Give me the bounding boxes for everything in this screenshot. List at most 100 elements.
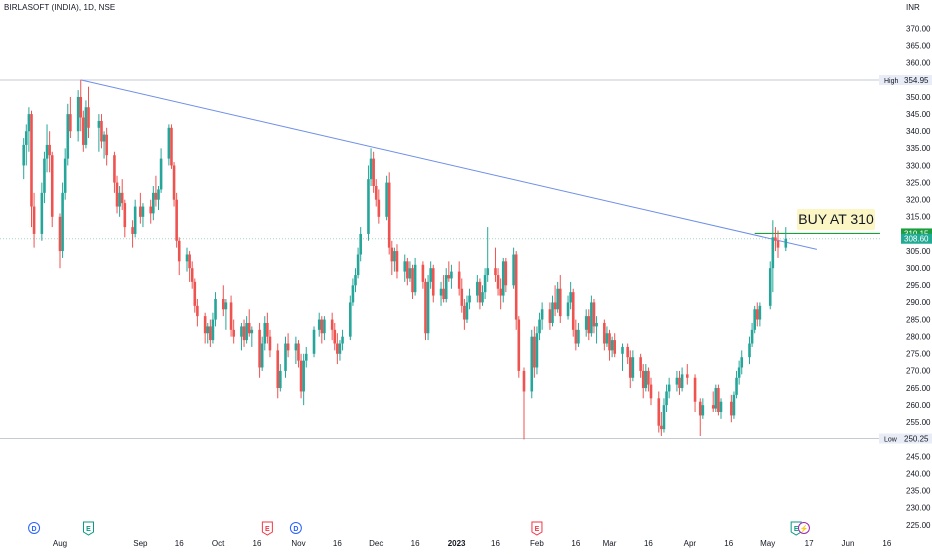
price-tick-label: 315.00 xyxy=(906,213,931,222)
candle xyxy=(431,264,435,303)
candle xyxy=(240,322,243,351)
candle-body xyxy=(302,360,305,392)
time-tick-label: 16 xyxy=(411,539,420,548)
event-marker-split[interactable]: ⚡ xyxy=(797,522,810,534)
candle-body xyxy=(577,329,580,344)
candle-body xyxy=(211,319,215,341)
time-axis[interactable]: Aug Sep 16 Oct 16 Nov 16 Dec 16 2023 16 Feb 16 Mar 16 A… xyxy=(53,539,892,548)
price-tick-label: 335.00 xyxy=(906,144,931,153)
candle-body xyxy=(48,144,51,156)
candle xyxy=(268,329,272,358)
event-marker-shape xyxy=(83,521,95,536)
candle xyxy=(120,179,124,210)
candle-body xyxy=(45,144,49,159)
price-tick-label: 230.00 xyxy=(906,504,931,513)
candle xyxy=(30,110,33,228)
price-tick-label: 290.00 xyxy=(906,298,931,307)
candle-body xyxy=(771,237,775,269)
candle-body xyxy=(123,203,127,228)
event-marker-earnings[interactable]: E xyxy=(261,521,273,536)
candle xyxy=(40,182,44,241)
candle-body xyxy=(351,285,355,303)
event-marker-earnings[interactable]: E xyxy=(531,521,543,536)
candle xyxy=(123,199,127,238)
candle xyxy=(641,364,645,399)
candle xyxy=(675,370,679,392)
candle-body xyxy=(242,326,246,341)
candle-body xyxy=(190,268,194,282)
event-marker-earnings[interactable]: E xyxy=(83,521,95,536)
candle xyxy=(50,151,54,228)
candle-body xyxy=(133,206,137,234)
candle xyxy=(118,186,121,217)
candle xyxy=(678,370,681,395)
candle xyxy=(393,247,396,272)
candle-body xyxy=(369,158,373,180)
candle-body xyxy=(372,158,375,187)
candle xyxy=(644,364,648,392)
resistance-trendline[interactable] xyxy=(80,79,818,250)
candle xyxy=(113,151,116,193)
candle-body xyxy=(649,384,653,399)
candle xyxy=(584,309,588,337)
time-tick-label: 16 xyxy=(724,539,733,548)
event-marker-dividend[interactable]: D xyxy=(28,522,41,534)
time-tick-label: Jun xyxy=(842,539,855,548)
candle xyxy=(613,333,617,358)
candles-layer xyxy=(22,79,788,440)
candle-body xyxy=(465,302,469,320)
candle-body xyxy=(403,261,407,272)
candle-body xyxy=(499,288,502,296)
candle-body xyxy=(719,401,723,413)
candle xyxy=(242,319,246,347)
candle-body xyxy=(486,268,489,276)
candle-body xyxy=(152,192,155,214)
price-tick-label: 370.00 xyxy=(906,24,931,33)
price-axis[interactable]: 225.00230.00235.00240.00245.00250.00255.… xyxy=(906,24,931,530)
high-tag-box xyxy=(901,75,932,86)
last-price-tag-value: 308.60 xyxy=(904,235,929,244)
candle-body xyxy=(320,319,324,334)
candle-body xyxy=(284,343,287,371)
candle xyxy=(266,312,269,344)
level-lines xyxy=(0,79,880,440)
candle xyxy=(193,278,197,313)
candle-body xyxy=(50,155,54,217)
candle-body xyxy=(222,299,225,310)
buy-annotation[interactable]: BUY AT 310 xyxy=(797,209,875,230)
candle-body xyxy=(566,302,570,317)
candle xyxy=(302,353,305,406)
candle-body xyxy=(100,120,103,142)
candle xyxy=(48,131,51,173)
candle xyxy=(276,343,280,399)
candle-body xyxy=(214,299,217,320)
candle-body xyxy=(336,343,339,354)
candle-body xyxy=(393,251,396,262)
time-tick-label: Nov xyxy=(291,539,305,548)
event-marker-dividend[interactable]: D xyxy=(289,522,302,534)
candle-body xyxy=(61,192,64,252)
candle-body xyxy=(149,206,153,214)
high-tag-label: High xyxy=(884,78,899,85)
candle-body xyxy=(69,114,72,132)
candle xyxy=(354,268,357,293)
candle xyxy=(553,285,557,317)
candle xyxy=(247,309,251,337)
candle xyxy=(717,384,720,416)
price-tick-label: 260.00 xyxy=(906,401,931,410)
candle-body xyxy=(209,326,212,341)
price-tick-label: 255.00 xyxy=(906,418,931,427)
candle-body xyxy=(232,329,235,337)
candle xyxy=(512,247,515,289)
candle-body xyxy=(548,309,552,323)
event-marker-shape xyxy=(797,522,810,534)
candle-body xyxy=(551,302,554,323)
candle xyxy=(556,281,559,313)
candle xyxy=(457,261,461,296)
candle-body xyxy=(266,322,269,337)
candle-body xyxy=(224,302,228,310)
candle-body xyxy=(483,275,487,293)
candle-body xyxy=(737,367,741,378)
candle xyxy=(530,329,534,399)
candle-body xyxy=(693,377,697,402)
